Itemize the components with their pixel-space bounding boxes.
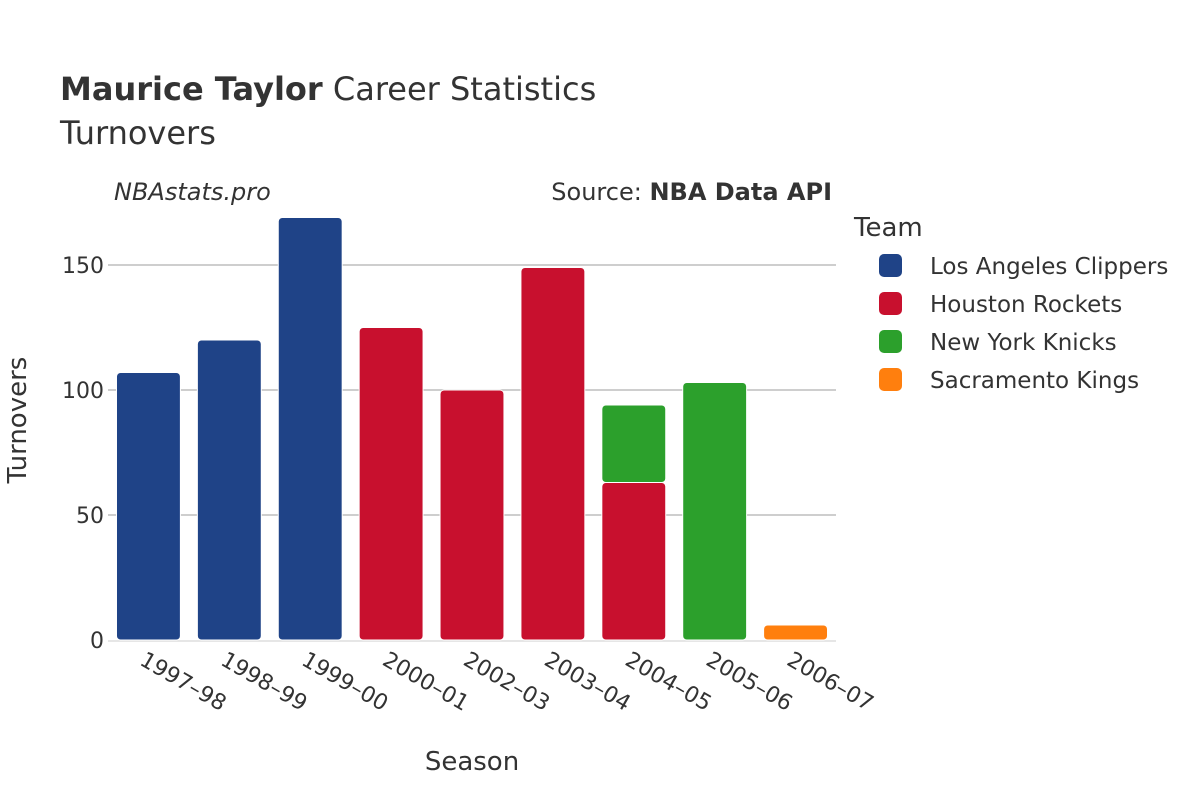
y-tick-label: 100 — [62, 379, 104, 404]
x-axis-title: Season — [425, 747, 519, 777]
y-tick-label: 150 — [62, 254, 104, 279]
legend-label: New York Knicks — [930, 330, 1117, 356]
bar-segment — [358, 327, 424, 641]
bars — [115, 217, 829, 641]
credit-right-bold: NBA Data API — [649, 178, 832, 206]
bar-segment — [601, 482, 667, 641]
y-ticks: 0 50 100 150 — [62, 254, 104, 654]
bar-segment — [277, 217, 343, 641]
bar-segment — [601, 404, 667, 483]
title-player: Maurice Taylor — [60, 70, 323, 108]
bar-segment — [682, 382, 748, 641]
bar-segment — [196, 339, 262, 641]
bar-segment — [115, 372, 181, 641]
x-tick-label: 2004–05 — [621, 648, 716, 717]
x-tick-label: 1999–00 — [297, 648, 392, 717]
x-tick-label: 2000–01 — [378, 648, 473, 717]
y-axis-title: Turnovers — [3, 357, 33, 485]
x-tick-label: 2005–06 — [702, 648, 797, 717]
x-tick-label: 2003–04 — [540, 648, 635, 717]
legend-title: Team — [853, 213, 923, 243]
y-tick-label: 0 — [90, 629, 104, 654]
credit-right-prefix: Source: — [551, 178, 649, 206]
chart-subtitle: Turnovers — [59, 114, 216, 152]
legend-label: Sacramento Kings — [930, 368, 1139, 394]
x-ticks: 1997–981998–991999–002000–012002–032003–… — [135, 648, 877, 717]
chart-title: Maurice Taylor Career Statistics — [60, 70, 596, 108]
x-tick-label: 2002–03 — [459, 648, 554, 717]
y-tick-label: 50 — [76, 504, 104, 529]
x-tick-label: 2006–07 — [783, 648, 878, 717]
bar-segment — [439, 389, 505, 641]
legend-swatch — [879, 292, 902, 315]
legend: Los Angeles Clippers Houston Rockets New Y… — [879, 254, 1168, 394]
legend-swatch — [879, 368, 902, 391]
credit-left: NBAstats.pro — [114, 178, 271, 206]
title-rest: Career Statistics — [323, 70, 597, 108]
x-tick-label: 1997–98 — [135, 648, 230, 717]
credit-right: Source: NBA Data API — [551, 178, 832, 206]
bar-segment — [763, 624, 829, 641]
x-tick-label: 1998–99 — [216, 648, 311, 717]
legend-label: Los Angeles Clippers — [930, 254, 1168, 280]
legend-swatch — [879, 330, 902, 353]
bar-segment — [520, 267, 586, 641]
legend-label: Houston Rockets — [930, 292, 1122, 318]
legend-swatch — [879, 254, 902, 277]
